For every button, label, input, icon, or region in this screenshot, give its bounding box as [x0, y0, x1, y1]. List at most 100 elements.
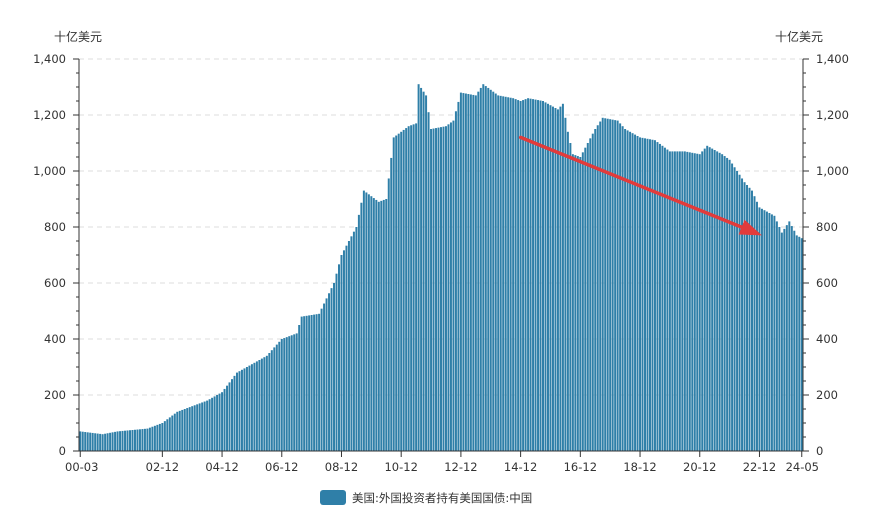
bar	[387, 178, 390, 451]
bar	[370, 196, 373, 451]
bar	[532, 99, 535, 451]
legend[interactable]: 美国:外国投资者持有美国国债:中国	[320, 490, 532, 505]
bar	[549, 105, 552, 451]
bar	[599, 121, 602, 452]
bar	[116, 431, 119, 451]
bar	[738, 174, 741, 451]
bar	[320, 308, 323, 451]
bar	[728, 159, 731, 452]
arrow-shaft	[518, 135, 744, 229]
bar	[382, 199, 385, 451]
bar	[698, 154, 701, 451]
bar	[442, 126, 445, 452]
bar	[290, 335, 293, 451]
bar	[609, 119, 612, 451]
bar	[542, 101, 545, 451]
bar	[357, 214, 360, 451]
bar	[604, 118, 607, 452]
bar	[651, 139, 654, 451]
bar	[733, 167, 736, 451]
bar	[648, 139, 651, 451]
bar	[330, 288, 333, 451]
y-tick-label-left: 0	[59, 444, 66, 458]
bar	[158, 423, 161, 451]
bar	[634, 134, 637, 451]
bar	[138, 429, 141, 451]
x-tick-label: 02-12	[146, 460, 179, 474]
bar	[430, 129, 433, 451]
bar	[248, 365, 251, 451]
bar	[273, 347, 276, 451]
bar	[611, 119, 614, 452]
bar	[99, 433, 102, 451]
bar	[529, 98, 532, 452]
bar	[191, 406, 194, 451]
bar	[621, 126, 624, 451]
x-tick-label: 00-03	[65, 460, 98, 474]
bar	[584, 147, 587, 451]
bar	[84, 432, 87, 451]
bar	[342, 250, 345, 451]
bar	[178, 410, 181, 451]
bar	[303, 316, 306, 451]
bar	[721, 154, 724, 451]
bar	[265, 355, 268, 451]
bar	[644, 138, 647, 452]
bar	[579, 157, 582, 451]
bar	[415, 123, 418, 452]
bar	[146, 428, 149, 451]
bar	[156, 424, 159, 451]
bar	[126, 430, 129, 451]
bar	[574, 155, 577, 451]
bar	[589, 138, 592, 452]
bar	[522, 100, 525, 452]
bar	[114, 431, 117, 451]
bar	[775, 221, 778, 451]
bar	[494, 93, 497, 452]
bar	[400, 131, 403, 452]
bar	[512, 98, 515, 451]
bar	[484, 86, 487, 452]
bar	[268, 353, 271, 451]
bar	[626, 130, 629, 451]
bar	[559, 106, 562, 451]
bar	[795, 235, 798, 451]
bar	[129, 430, 131, 451]
bar	[432, 128, 435, 452]
bar	[661, 145, 664, 452]
bar	[788, 221, 791, 451]
y-tick-label-right: 400	[816, 332, 838, 346]
bar	[375, 199, 378, 451]
bar	[683, 151, 686, 451]
bar	[390, 157, 393, 451]
y-tick-label-left: 800	[44, 220, 66, 234]
bar	[425, 95, 428, 452]
bar	[422, 91, 425, 452]
bar	[755, 201, 758, 451]
bar	[258, 360, 261, 451]
bar	[504, 96, 507, 452]
y-tick-label-left: 200	[44, 388, 66, 402]
bar	[768, 213, 771, 451]
x-tick-label: 16-12	[564, 460, 597, 474]
bar	[226, 385, 229, 451]
bar	[658, 143, 661, 451]
bar	[616, 120, 619, 451]
bar	[211, 397, 214, 451]
bar	[315, 314, 318, 451]
bar	[161, 423, 164, 451]
x-tick-label: 08-12	[325, 460, 358, 474]
bar	[79, 431, 82, 451]
bar	[385, 199, 388, 451]
bar	[233, 375, 236, 451]
bar	[444, 126, 447, 451]
bar	[591, 133, 594, 451]
y-tick-label-right: 200	[816, 388, 838, 402]
bar	[285, 337, 288, 451]
bar	[537, 100, 540, 452]
bar	[109, 432, 112, 451]
bar	[479, 87, 482, 451]
legend-label: 美国:外国投资者持有美国国债:中国	[352, 491, 532, 505]
bar	[119, 431, 122, 451]
bar	[601, 117, 604, 452]
